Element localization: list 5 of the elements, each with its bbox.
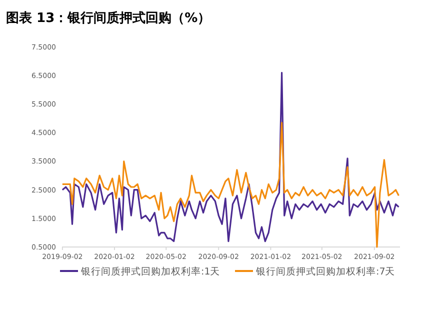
chart-title: 图表 13：银行间质押式回购（%） xyxy=(6,10,211,26)
line-series xyxy=(62,72,400,242)
legend-label: 银行间质押式回购加权利率:7天 xyxy=(255,265,396,278)
line-series xyxy=(62,122,400,248)
legend-label: 银行间质押式回购加权利率:1天 xyxy=(80,265,220,278)
